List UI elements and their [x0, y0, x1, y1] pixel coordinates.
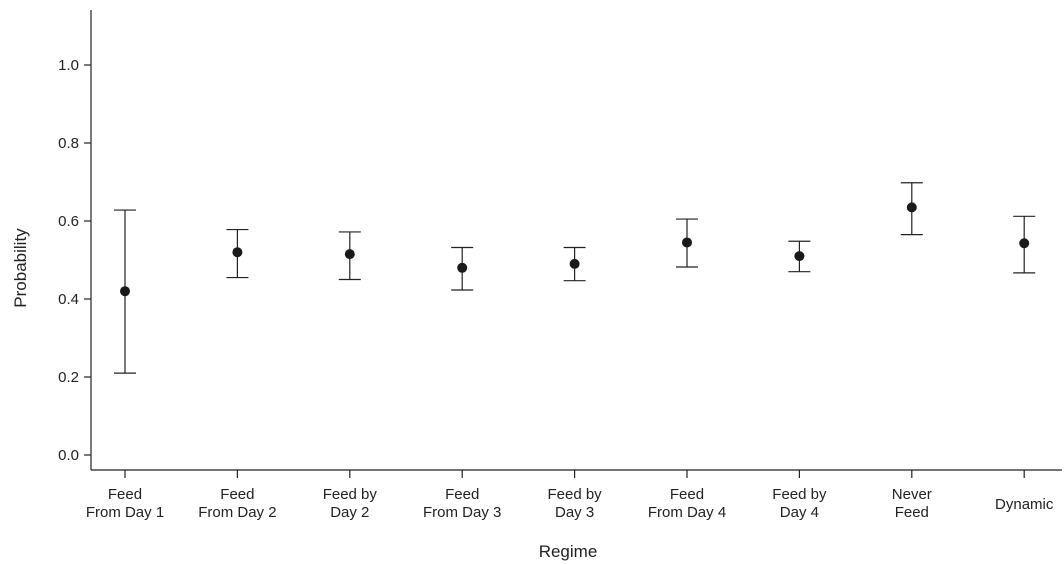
- y-ticks: 0.0 0.2 0.4 0.6 0.8 1.0: [58, 57, 91, 464]
- y-tick-label: 0.0: [58, 447, 79, 464]
- x-category-label: Never Feed: [892, 486, 932, 521]
- data-point: [794, 251, 805, 262]
- error-bars: [114, 182, 1036, 374]
- y-tick-label: 0.6: [58, 213, 79, 230]
- x-category-label: Feed From Day 1: [86, 486, 164, 521]
- data-point: [120, 286, 130, 297]
- x-category-label: Feed by Day 2: [323, 486, 378, 521]
- x-axis-title: Regime: [539, 542, 598, 561]
- data-point: [682, 237, 692, 248]
- y-axis-title: Probability: [11, 228, 30, 308]
- y-tick-label: 0.8: [58, 135, 79, 152]
- data-point: [232, 247, 243, 258]
- data-point: [344, 249, 355, 260]
- y-tick-label: 1.0: [58, 57, 79, 74]
- x-category-label: Feed From Day 3: [423, 486, 501, 521]
- x-category-label: Feed by Day 3: [547, 486, 602, 521]
- data-point: [1019, 238, 1030, 249]
- data-point: [457, 262, 468, 273]
- x-ticks: Feed From Day 1 Feed From Day 2 Feed by Day 2…: [86, 470, 1054, 521]
- data-point: [906, 202, 917, 213]
- y-tick-label: 0.4: [58, 291, 79, 308]
- x-category-label: Dynamic: [995, 496, 1054, 513]
- y-tick-label: 0.2: [58, 369, 79, 386]
- axes: [90, 10, 1062, 471]
- x-category-label: Feed From Day 2: [198, 486, 276, 521]
- x-category-label: Feed From Day 4: [648, 486, 726, 521]
- data-points: [120, 202, 1030, 297]
- x-category-label: Feed by Day 4: [772, 486, 827, 521]
- data-point: [569, 258, 580, 269]
